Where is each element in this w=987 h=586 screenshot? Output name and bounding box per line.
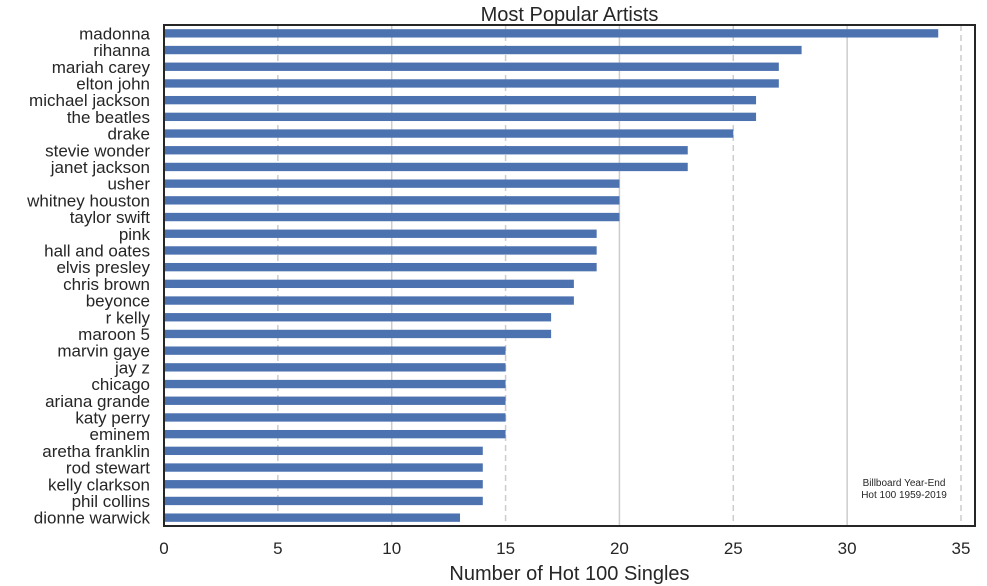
bar-janet-jackson — [164, 162, 688, 172]
bar-mariah-carey — [164, 62, 779, 71]
category-label: r kelly — [106, 308, 151, 327]
category-label: maroon 5 — [78, 325, 150, 344]
bar-phil-collins — [164, 496, 483, 506]
category-label: elvis presley — [56, 258, 150, 277]
x-tick-label: 5 — [273, 539, 282, 558]
category-label: rod stewart — [66, 459, 150, 478]
category-label: mariah carey — [52, 58, 151, 77]
category-label: marvin gaye — [57, 342, 150, 361]
category-label: pink — [119, 225, 151, 244]
bar-the-beatles — [164, 112, 757, 122]
bar-chicago — [164, 379, 506, 389]
bar-rihanna — [164, 45, 802, 55]
x-tick-label: 20 — [610, 539, 629, 558]
category-label: kelly clarkson — [48, 475, 150, 494]
bar-chris-brown — [164, 279, 574, 289]
category-label: chicago — [91, 375, 150, 394]
category-label: drake — [107, 125, 150, 144]
category-label: elton john — [76, 74, 150, 93]
x-tick-label: 0 — [159, 539, 168, 558]
bar-aretha-franklin — [164, 446, 483, 456]
category-label: rihanna — [93, 41, 150, 60]
category-label: whitney houston — [26, 191, 150, 210]
x-tick-label: 10 — [382, 539, 401, 558]
bar-whitney-houston — [164, 196, 620, 205]
category-label: stevie wonder — [45, 141, 150, 160]
bar-r-kelly — [164, 313, 552, 322]
bar-drake — [164, 129, 734, 138]
bar-kelly-clarkson — [164, 480, 483, 489]
x-tick-layer: 0 5 10 15 20 25 30 35 — [159, 539, 970, 558]
bar-pink — [164, 229, 597, 238]
annotation-line-2: Hot 100 1959-2019 — [861, 490, 947, 501]
x-tick-label: 35 — [952, 539, 971, 558]
category-label: the beatles — [67, 108, 150, 127]
category-label: katy perry — [75, 408, 150, 427]
bar-beyonce — [164, 296, 574, 305]
plot-frame — [163, 24, 976, 527]
category-label: aretha franklin — [42, 442, 150, 461]
bar-elvis-presley — [164, 262, 597, 272]
category-label: phil collins — [72, 492, 150, 511]
bar-jay-z — [164, 363, 506, 372]
category-label: beyonce — [86, 292, 150, 311]
bar-layer — [164, 29, 939, 522]
category-label: usher — [107, 175, 150, 194]
bar-ariana-grande — [164, 396, 506, 405]
bar-michael-jackson — [164, 95, 757, 105]
bar-dionne-warwick — [164, 513, 461, 522]
x-tick-label: 15 — [496, 539, 515, 558]
bar-marvin-gaye — [164, 346, 506, 355]
category-label: jay z — [114, 358, 150, 377]
category-label: chris brown — [63, 275, 150, 294]
bar-madonna — [164, 29, 939, 38]
bar-katy-perry — [164, 413, 506, 422]
bar-usher — [164, 179, 620, 188]
annotation-line-1: Billboard Year-End — [863, 478, 946, 489]
category-label: michael jackson — [29, 91, 150, 110]
category-label: dionne warwick — [34, 509, 151, 528]
x-axis-label: Number of Hot 100 Singles — [449, 563, 689, 585]
bar-stevie-wonder — [164, 146, 688, 155]
x-tick-label: 30 — [838, 539, 857, 558]
bar-maroon-5 — [164, 329, 552, 339]
bar-rod-stewart — [164, 463, 483, 472]
category-label: janet jackson — [50, 158, 150, 177]
category-label: taylor swift — [70, 208, 151, 227]
category-label: madonna — [79, 24, 150, 43]
category-label: eminem — [90, 425, 150, 444]
category-label: hall and oates — [44, 241, 150, 260]
bar-elton-john — [164, 79, 779, 88]
category-label: ariana grande — [45, 392, 150, 411]
bar-taylor-swift — [164, 212, 620, 222]
x-tick-label: 25 — [724, 539, 743, 558]
bar-eminem — [164, 429, 506, 439]
bar-hall-and-oates — [164, 246, 597, 255]
grid-layer — [277, 25, 962, 526]
chart-title: Most Popular Artists — [481, 4, 659, 26]
